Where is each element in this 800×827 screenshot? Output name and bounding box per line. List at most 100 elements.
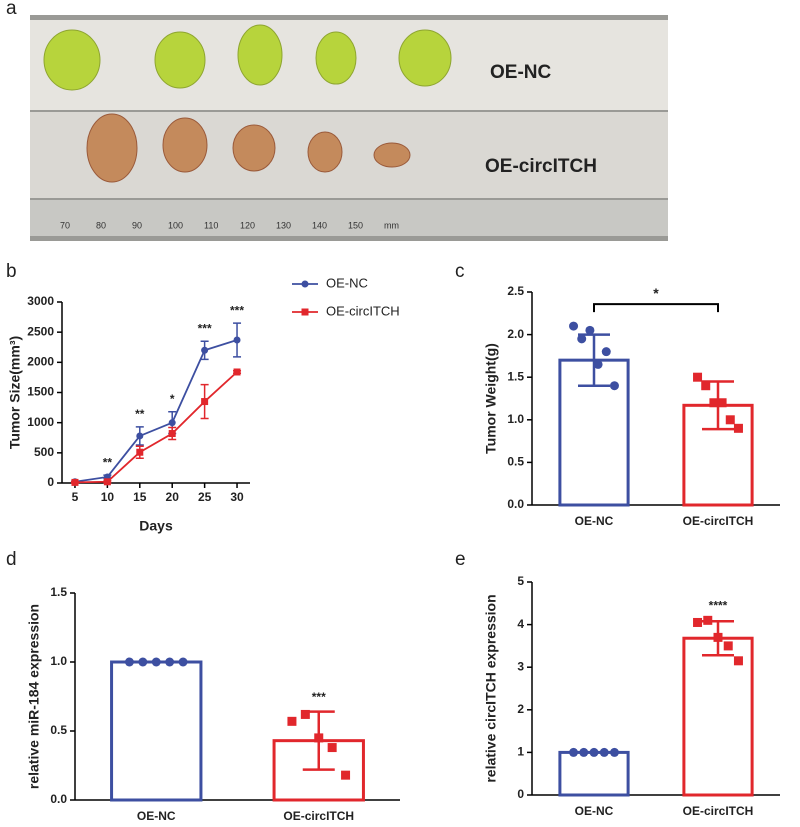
point	[136, 432, 144, 440]
y-tick-label: 1.5	[50, 585, 67, 599]
y-tick-label: 2500	[27, 324, 54, 338]
y-tick-label: 0	[517, 787, 524, 801]
point	[693, 617, 703, 627]
significance: ***	[198, 321, 212, 335]
series-line	[74, 339, 238, 483]
x-axis-label: Days	[139, 518, 173, 534]
point	[609, 747, 619, 757]
ruler-label: mm	[384, 220, 399, 230]
y-axis-label: relative circITCH expression	[483, 594, 499, 782]
ruler-label: 90	[132, 220, 142, 230]
point	[709, 398, 719, 408]
y-tick-label: 1500	[27, 385, 54, 399]
y-tick-label: 0.5	[50, 723, 67, 737]
legend-label: OE-NC	[326, 275, 368, 290]
y-tick-label: 0	[47, 475, 54, 489]
point	[609, 381, 619, 391]
point	[577, 334, 587, 344]
legend-marker	[301, 308, 309, 316]
x-tick-label: 20	[166, 490, 180, 504]
x-tick-label: OE-NC	[575, 804, 614, 818]
ruler-label: 140	[312, 220, 327, 230]
point	[701, 381, 711, 391]
point	[723, 641, 733, 651]
photo	[30, 15, 668, 241]
point	[178, 657, 188, 667]
x-tick-label: 10	[101, 490, 115, 504]
significance: ***	[230, 303, 244, 317]
ruler-label: 130	[276, 220, 291, 230]
point	[233, 336, 241, 344]
photo-label: OE-NC	[490, 62, 552, 83]
significance: ****	[709, 599, 728, 613]
x-tick-label: OE-NC	[137, 809, 176, 823]
point	[168, 419, 176, 427]
significance: *	[170, 392, 175, 406]
point	[103, 478, 111, 486]
legend-label: OE-circITCH	[326, 303, 400, 318]
point	[733, 423, 743, 433]
significance: **	[135, 407, 145, 421]
y-axis-label: Tumor Weight(g)	[483, 343, 499, 454]
y-tick-label: 0.0	[507, 497, 524, 511]
point	[327, 743, 337, 753]
panel-label: a	[6, 0, 17, 19]
y-tick-label: 5	[517, 574, 524, 588]
x-tick-label: OE-NC	[575, 514, 614, 528]
point	[713, 632, 723, 642]
point	[569, 747, 579, 757]
point	[233, 368, 241, 376]
significance: ***	[312, 690, 326, 704]
panel-label: e	[455, 549, 466, 570]
bracket	[593, 303, 719, 313]
y-tick-label: 2000	[27, 355, 54, 369]
point	[201, 398, 209, 406]
significance: *	[653, 285, 659, 301]
panel-label: b	[6, 261, 17, 282]
x-tick-label: OE-circITCH	[683, 514, 754, 528]
point	[593, 359, 603, 369]
x-tick-label: 5	[72, 490, 79, 504]
point	[168, 430, 176, 438]
y-tick-label: 3000	[27, 294, 54, 308]
y-tick-label: 2.5	[507, 284, 524, 298]
error-bar	[578, 333, 610, 387]
x-tick-label: OE-circITCH	[683, 804, 754, 818]
y-tick-label: 1	[517, 745, 524, 759]
point	[151, 657, 161, 667]
bar	[110, 660, 203, 802]
point	[569, 321, 579, 331]
point	[138, 657, 148, 667]
legend-marker	[301, 280, 309, 288]
point	[589, 747, 599, 757]
point	[693, 372, 703, 382]
point	[124, 657, 134, 667]
point	[341, 770, 351, 780]
point	[703, 615, 713, 625]
x-tick-label: OE-circITCH	[283, 809, 354, 823]
panel-label: d	[6, 549, 17, 570]
point	[725, 415, 735, 425]
y-tick-label: 4	[517, 617, 524, 631]
ruler-label: 120	[240, 220, 255, 230]
point	[601, 347, 611, 357]
y-tick-label: 2	[517, 702, 524, 716]
y-tick-label: 1.0	[507, 412, 524, 426]
ruler-label: 80	[96, 220, 106, 230]
y-tick-label: 0.5	[507, 455, 524, 469]
y-tick-label: 500	[34, 445, 54, 459]
series-line	[74, 371, 238, 484]
point	[314, 733, 324, 743]
point	[717, 398, 727, 408]
point	[165, 657, 175, 667]
y-tick-label: 3	[517, 659, 524, 673]
y-axis-label: Tumor Size(mm³)	[7, 336, 23, 449]
point	[201, 346, 209, 354]
ruler-label: 70	[60, 220, 70, 230]
bar	[558, 750, 630, 797]
point	[579, 747, 589, 757]
significance: **	[103, 455, 113, 469]
point	[599, 747, 609, 757]
x-tick-label: 30	[230, 490, 244, 504]
ruler-label: 100	[168, 220, 183, 230]
